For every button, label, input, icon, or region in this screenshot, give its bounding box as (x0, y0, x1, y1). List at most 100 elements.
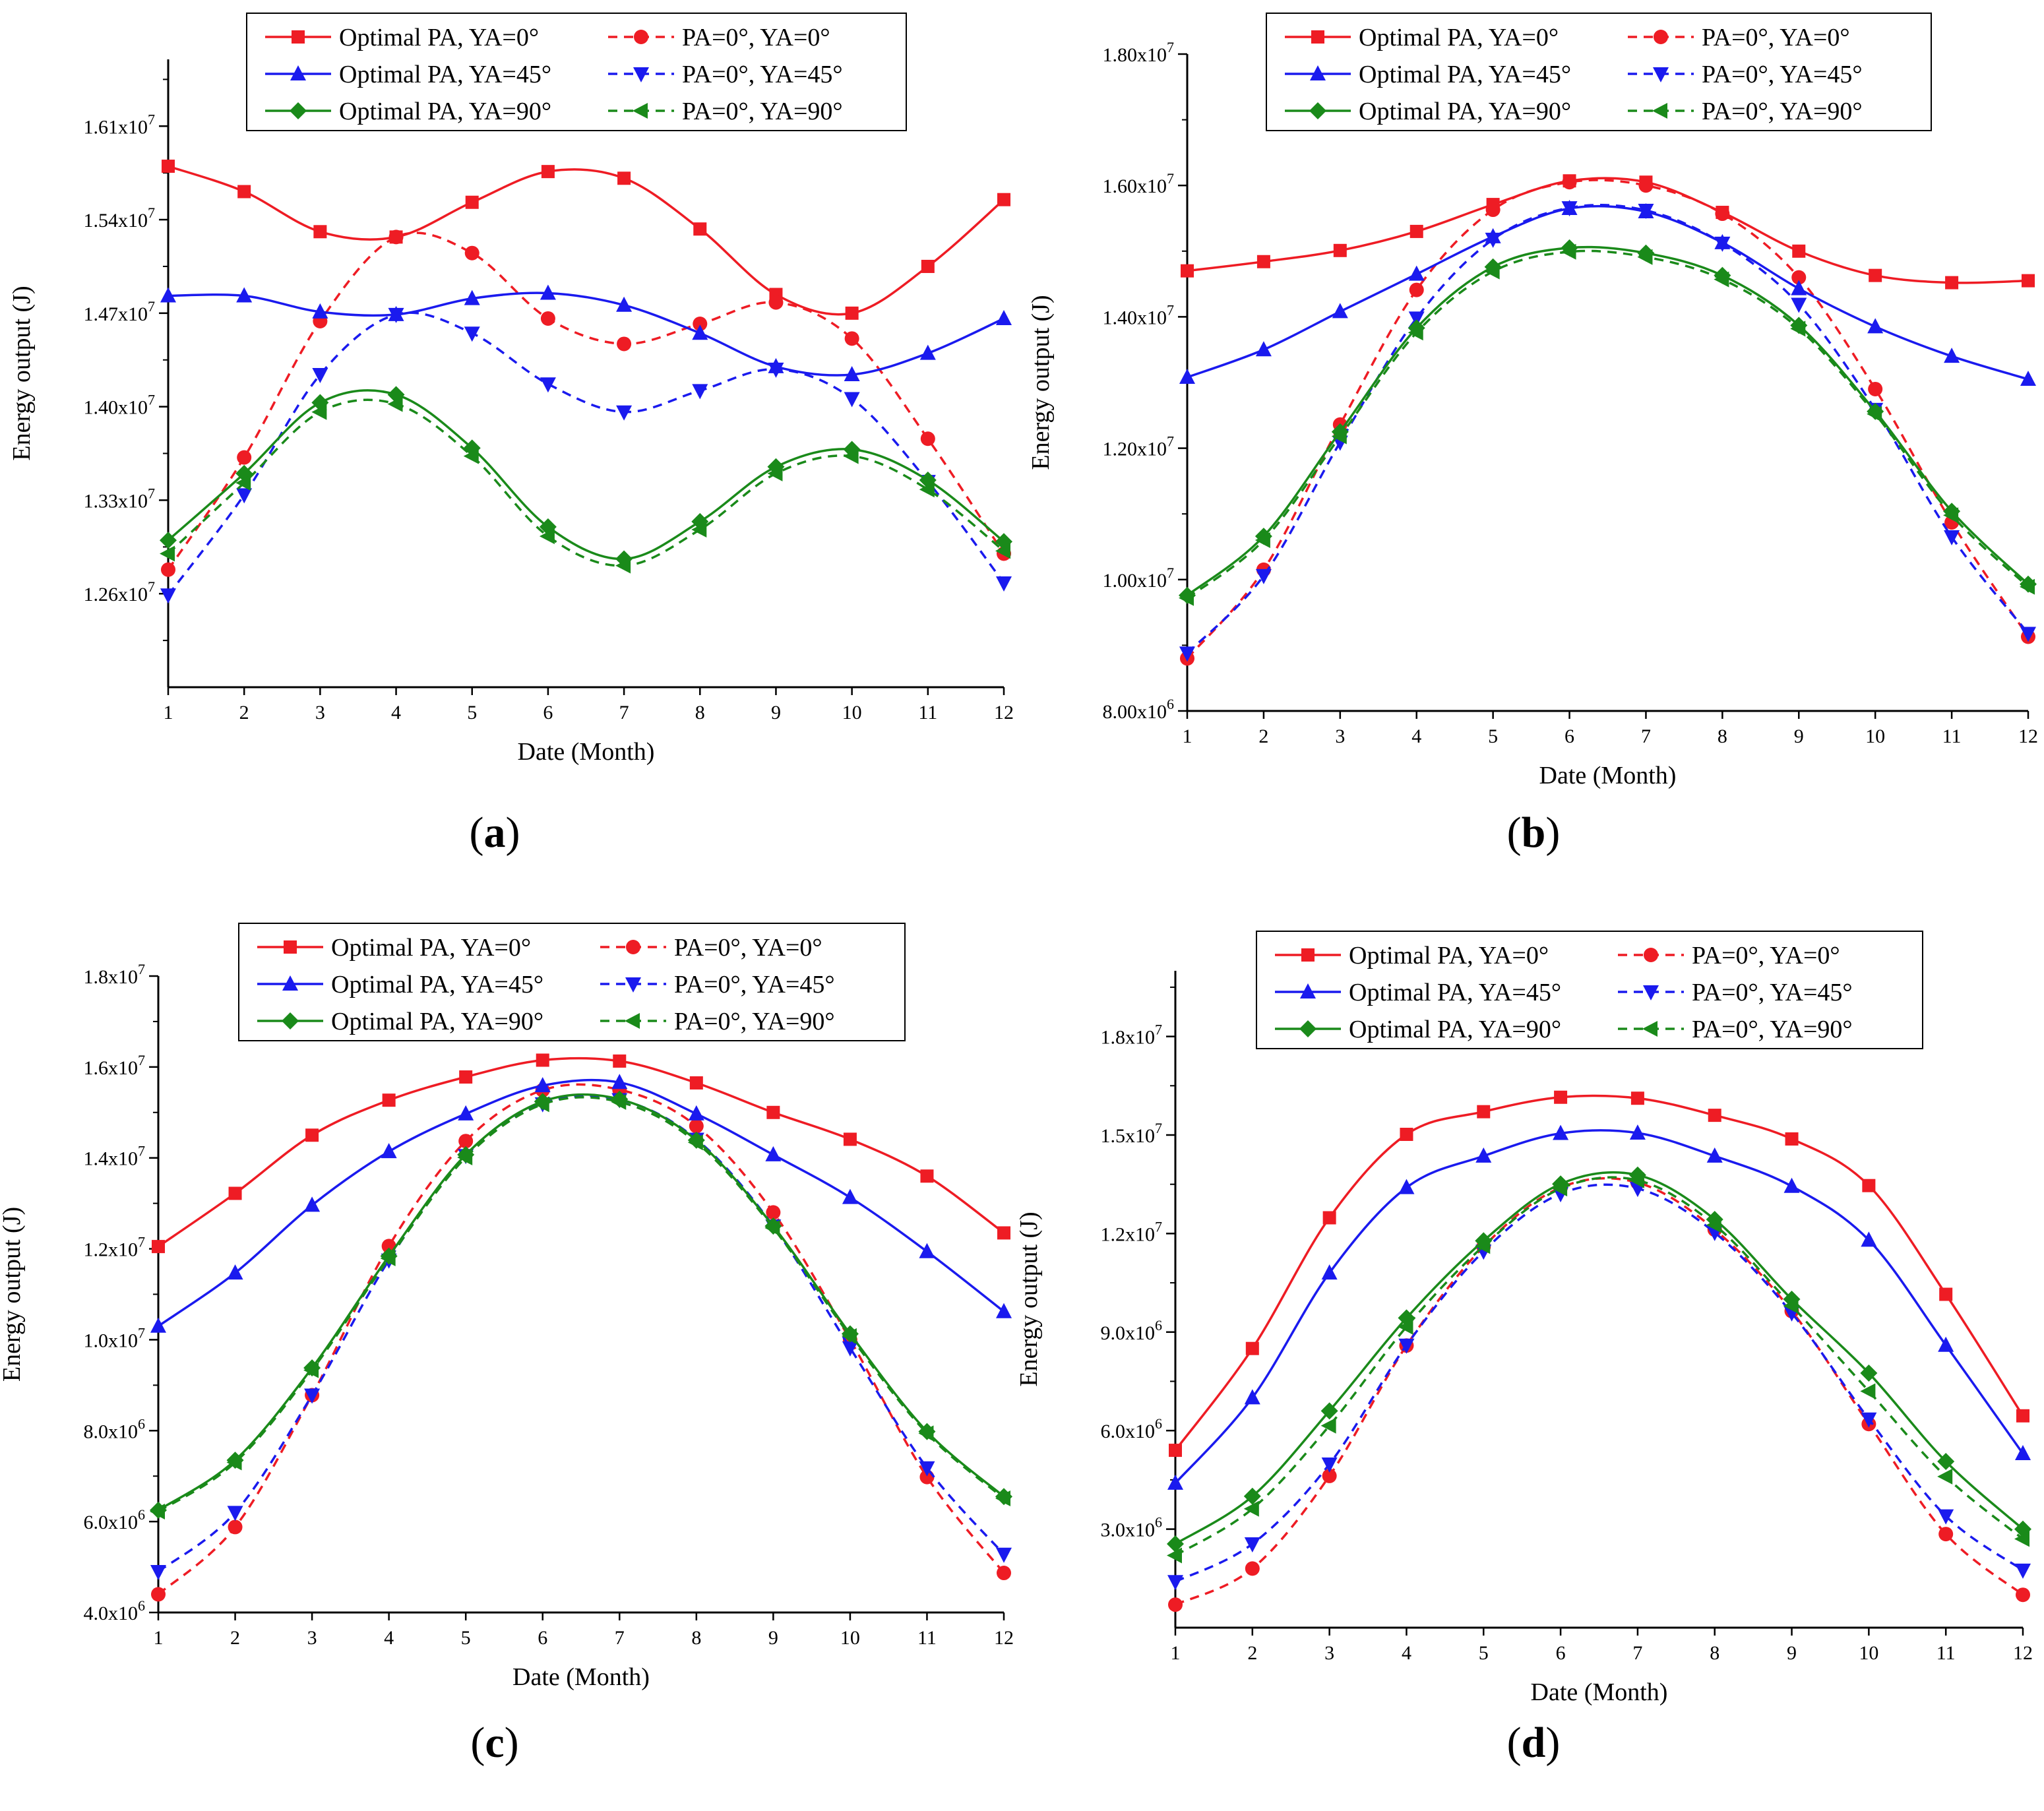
data-point-c-5-0 (150, 1503, 165, 1519)
data-point-c-5-10 (918, 1425, 934, 1442)
data-point-c-0-5 (536, 1053, 549, 1067)
data-point-c-5-4 (457, 1150, 473, 1166)
chart-svg-c: 1 2 3 4 5 6 7 8 9 10 11 124.0x1066.0x1068.0x1061.0x… (0, 923, 1014, 1691)
data-point-a-0-10 (921, 259, 935, 273)
axes-a: 1 2 3 4 5 6 7 8 9 10 11 121.26x1071.33x1071.40x1071… (84, 59, 1014, 723)
data-point-a-5-2 (311, 404, 327, 420)
data-point-d-2-3 (1398, 1179, 1415, 1194)
data-point-b-1-4 (1485, 202, 1501, 218)
data-point-c-5-1 (226, 1454, 242, 1471)
data-point-d-5-8 (1783, 1297, 1799, 1314)
data-point-d-5-10 (1937, 1468, 1953, 1485)
legend-marker-b-0 (1311, 30, 1324, 44)
legend-label-c-5: PA=0°, YA=90° (674, 1008, 835, 1035)
legend-label-c-3: PA=0°, YA=45° (674, 971, 835, 998)
data-point-d-5-5 (1552, 1181, 1568, 1197)
legend-label-d-4: Optimal PA, YA=90° (1349, 1016, 1561, 1043)
data-point-a-3-7 (692, 384, 708, 400)
x-tick-label-d-0: 1 (1171, 1642, 1181, 1664)
y-tick-label-b-2: 1.20x107 (1103, 433, 1175, 460)
x-tick-label-b-10: 11 (1942, 725, 1962, 747)
data-point-c-1-11 (997, 1566, 1011, 1581)
data-point-c-2-1 (227, 1264, 243, 1280)
panel-label-b: (b) (1506, 809, 1561, 857)
x-tick-label-b-1: 2 (1258, 725, 1268, 747)
data-point-b-5-2 (1331, 428, 1347, 445)
data-point-d-4-10 (1937, 1453, 1955, 1471)
data-point-a-0-9 (845, 306, 859, 320)
x-tick-label-d-3: 4 (1402, 1642, 1411, 1664)
data-point-b-2-1 (1255, 341, 1272, 357)
x-tick-label-a-5: 6 (543, 702, 553, 723)
series-line-c-3 (157, 1095, 1005, 1573)
y-tick-label-c-4: 1.2x107 (84, 1234, 146, 1261)
data-point-a-1-10 (920, 431, 935, 446)
data-point-d-4-2 (1320, 1402, 1338, 1420)
data-point-b-0-1 (1256, 255, 1270, 268)
legend-marker-b-3 (1653, 67, 1669, 82)
data-point-c-3-0 (150, 1564, 166, 1580)
x-tick-label-d-5: 6 (1556, 1642, 1566, 1664)
y-tick-label-c-5: 1.4x107 (84, 1143, 146, 1170)
data-point-d-2-11 (2015, 1445, 2031, 1461)
data-point-c-3-10 (919, 1461, 935, 1477)
data-point-c-1-0 (151, 1587, 166, 1602)
y-tick-label-c-3: 1.0x107 (84, 1324, 146, 1351)
data-point-b-1-6 (1638, 178, 1654, 193)
data-point-d-1-1 (1245, 1561, 1260, 1576)
legend-label-b-2: Optimal PA, YA=45° (1359, 61, 1571, 88)
data-point-d-3-11 (2015, 1563, 2031, 1579)
data-point-b-5-7 (1714, 271, 1729, 288)
x-tick-label-a-7: 8 (695, 702, 705, 723)
data-point-d-2-5 (1553, 1124, 1569, 1140)
data-point-c-2-0 (150, 1317, 166, 1333)
series-line-a-3 (167, 311, 1005, 596)
data-point-d-3-1 (1244, 1537, 1260, 1553)
axes-d: 1 2 3 4 5 6 7 8 9 10 11 123.0x1066.0x1069.0x1061.2x… (1101, 971, 2033, 1664)
data-point-c-0-1 (228, 1186, 242, 1200)
panel-label-d: (d) (1506, 1719, 1561, 1767)
data-point-b-5-1 (1254, 532, 1270, 549)
legend-label-b-0: Optimal PA, YA=0° (1359, 24, 1559, 51)
x-tick-label-c-0: 1 (154, 1627, 164, 1649)
data-point-b-1-5 (1562, 175, 1577, 190)
x-tick-label-a-9: 10 (842, 702, 862, 723)
data-point-b-1-9 (1868, 381, 1883, 396)
x-tick-label-d-9: 10 (1859, 1642, 1878, 1664)
data-point-a-3-9 (844, 392, 860, 408)
chart-svg-b: 1 2 3 4 5 6 7 8 9 10 11 128.00x1061.00x1071.20x1071… (1027, 13, 2038, 789)
x-tick-label-c-4: 5 (461, 1627, 471, 1649)
legend-marker-a-2 (290, 65, 306, 80)
data-point-d-0-3 (1400, 1128, 1413, 1142)
data-point-c-0-3 (382, 1093, 396, 1107)
data-point-c-0-10 (920, 1169, 934, 1183)
data-point-d-5-1 (1243, 1500, 1259, 1517)
data-point-a-0-4 (465, 195, 479, 209)
x-tick-label-b-0: 1 (1183, 725, 1192, 747)
data-point-c-2-7 (688, 1105, 704, 1120)
data-point-d-2-6 (1629, 1124, 1646, 1140)
x-tick-label-c-10: 11 (917, 1627, 937, 1649)
data-point-d-0-10 (1939, 1287, 1953, 1301)
data-point-a-5-3 (387, 396, 403, 412)
legend-marker-d-2 (1300, 983, 1316, 998)
data-point-a-1-7 (693, 317, 708, 332)
data-point-c-0-2 (305, 1128, 319, 1142)
data-point-a-5-9 (843, 448, 859, 464)
legend-label-b-4: Optimal PA, YA=90° (1359, 98, 1571, 125)
x-tick-label-d-4: 5 (1479, 1642, 1489, 1664)
series-line-b-4 (1186, 245, 2029, 597)
data-point-c-2-5 (534, 1077, 551, 1093)
legend-marker-c-2 (282, 975, 298, 991)
data-point-c-5-2 (303, 1362, 319, 1378)
data-point-c-5-6 (611, 1093, 627, 1110)
y-tick-label-b-5: 1.80x107 (1103, 39, 1175, 66)
legend-a: Optimal PA, YA=0° PA=0°, YA=0° Optimal PA,… (246, 13, 907, 131)
data-point-a-2-6 (616, 296, 633, 312)
legend-label-a-1: PA=0°, YA=0° (682, 24, 830, 51)
legend-box-c (238, 923, 906, 1041)
data-point-a-0-7 (693, 222, 707, 236)
data-point-a-1-0 (161, 562, 175, 577)
y-tick-label-c-7: 1.8x107 (84, 961, 146, 988)
axes-c: 1 2 3 4 5 6 7 8 9 10 11 124.0x1066.0x1068.0x1061.0x… (84, 961, 1014, 1649)
